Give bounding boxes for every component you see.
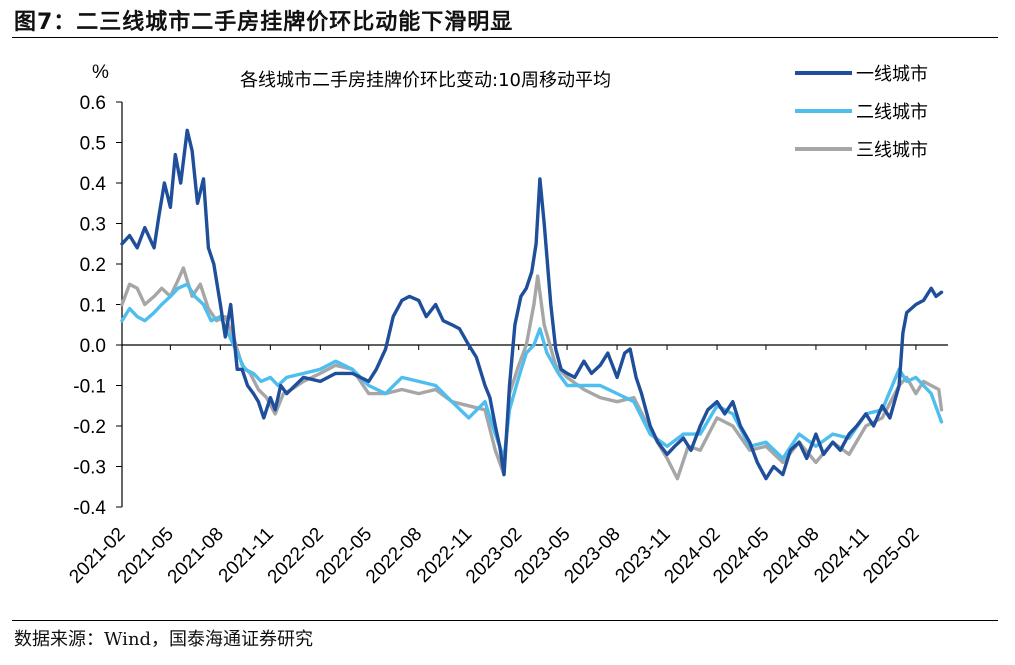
chart-subtitle: 各线城市二手房挂牌价环比变动:10周移动平均 <box>240 70 611 91</box>
y-tick-label: -0.1 <box>73 377 106 398</box>
y-tick-label: 0.1 <box>80 296 106 317</box>
x-tick-label: 2024-08 <box>759 524 823 588</box>
y-tick-label: -0.4 <box>73 498 106 519</box>
y-tick-label: 0.3 <box>80 215 106 236</box>
legend-label-1: 一线城市 <box>856 64 928 85</box>
y-tick-label: 0.6 <box>80 93 106 114</box>
y-tick-label: 0.4 <box>80 174 107 195</box>
line-chart: % 各线城市二手房挂牌价环比变动:10周移动平均 0.6 0.5 0.4 0.3 0.2… <box>65 62 948 588</box>
source-note: 数据来源：Wind，国泰海通证券研究 <box>14 629 314 650</box>
legend-label-2: 二线城市 <box>856 102 928 123</box>
y-axis-unit: % <box>92 62 109 83</box>
y-tick-label: 0.5 <box>80 134 106 155</box>
legend-label-3: 三线城市 <box>856 140 928 161</box>
bottom-rule <box>12 620 998 621</box>
x-tick-label: 2025-02 <box>859 524 923 588</box>
figure-title: 图7：二三线城市二手房挂牌价环比动能下滑明显 <box>14 10 514 35</box>
y-tick-label: -0.3 <box>73 458 106 479</box>
x-tick-label: 2021-08 <box>164 524 228 588</box>
x-tick-label: 2022-08 <box>362 524 426 588</box>
plot-area: 0.6 0.5 0.4 0.3 0.2 0.1 0.0 -0.1 -0.2 -0.3 -0.4 202… <box>65 93 948 588</box>
x-tick-label: 2023-08 <box>560 524 624 588</box>
y-tick-label: -0.2 <box>73 417 106 438</box>
y-tick-label: 0.2 <box>80 255 106 276</box>
top-rule <box>12 37 998 38</box>
y-tick-label: 0.0 <box>80 336 106 357</box>
series-line-1 <box>120 128 944 481</box>
